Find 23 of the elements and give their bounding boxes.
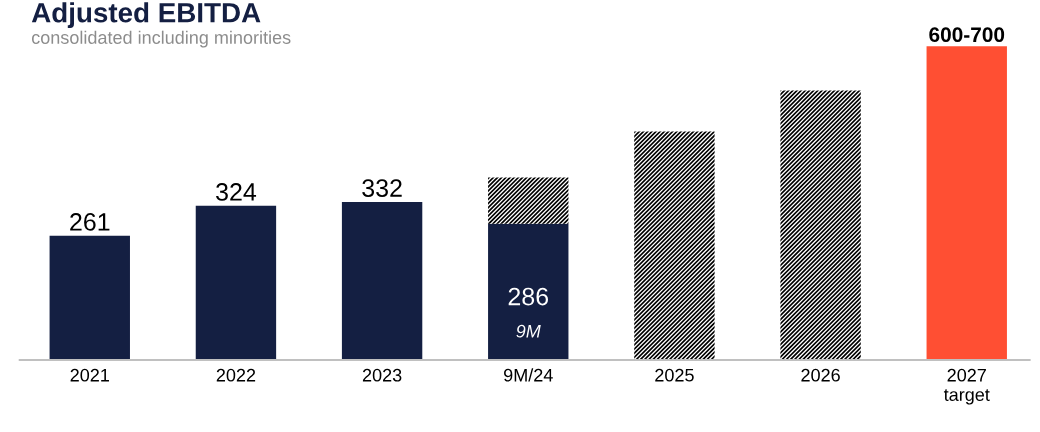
x-tick-label: 2022 [216, 368, 256, 382]
x-tick-label: 2026 [801, 368, 840, 382]
data-label: 332 [362, 179, 402, 197]
bar [49, 235, 130, 360]
chart-subtitle: consolidated including minorities [31, 30, 291, 48]
bar [634, 131, 715, 360]
x-tick-label: 2025 [655, 368, 694, 382]
bar [488, 223, 569, 360]
bar [488, 177, 569, 224]
data-label: 324 [216, 183, 257, 201]
data-label: 261 [70, 213, 110, 231]
bar [341, 201, 423, 360]
bar [195, 205, 277, 360]
x-tick-label: 2021 [70, 368, 109, 382]
data-label: 286 [508, 287, 549, 306]
x-tick-label: 2027 target [943, 368, 990, 405]
data-label: 600-700 [929, 27, 1005, 43]
bar [780, 90, 861, 360]
bar [926, 46, 1007, 360]
x-tick-label: 2023 [362, 368, 402, 382]
chart-title: Adjusted EBITDA [31, 2, 261, 29]
x-tick-label: 9M/24 [504, 368, 553, 382]
annotation: 9M [516, 324, 541, 338]
